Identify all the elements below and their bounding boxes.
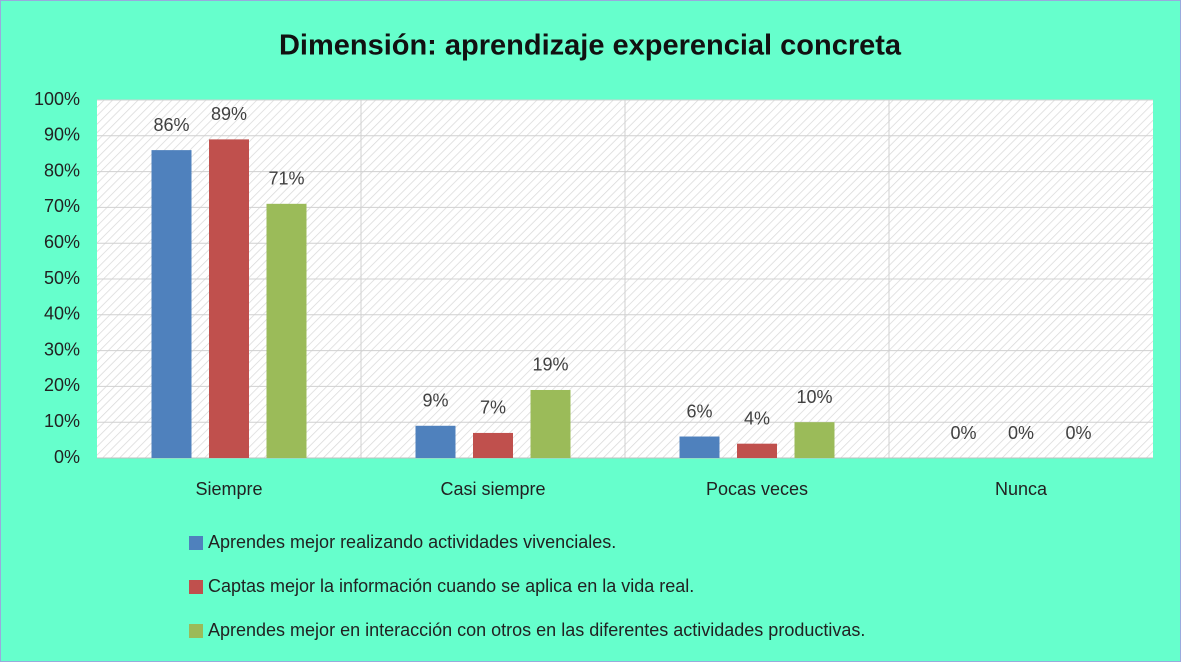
value-label: 10%	[796, 387, 832, 407]
value-label: 7%	[480, 398, 506, 418]
y-tick-label: 10%	[44, 411, 80, 431]
value-label: 71%	[268, 169, 304, 189]
value-label: 0%	[1065, 423, 1091, 443]
chart-title: Dimensión: aprendizaje experencial concr…	[279, 30, 902, 62]
y-tick-label: 20%	[44, 375, 80, 395]
value-label: 89%	[211, 104, 247, 124]
y-tick-label: 40%	[44, 304, 80, 324]
y-tick-label: 0%	[54, 447, 80, 467]
y-tick-label: 100%	[34, 89, 80, 109]
y-tick-label: 80%	[44, 160, 80, 180]
bar	[266, 203, 307, 458]
bar	[530, 389, 571, 458]
bar	[794, 422, 835, 458]
x-tick-label: Nunca	[995, 479, 1048, 499]
value-label: 0%	[950, 423, 976, 443]
bar	[209, 139, 249, 458]
value-label: 4%	[744, 408, 770, 428]
legend-swatch	[189, 536, 203, 550]
x-tick-label: Casi siempre	[440, 479, 545, 499]
bar	[737, 443, 777, 458]
y-tick-label: 30%	[44, 339, 80, 359]
x-tick-label: Pocas veces	[706, 479, 808, 499]
bar	[415, 425, 456, 458]
value-label: 0%	[1008, 423, 1034, 443]
x-tick-label: Siempre	[195, 479, 262, 499]
legend-swatch	[189, 580, 203, 594]
value-label: 19%	[532, 355, 568, 375]
y-tick-label: 70%	[44, 196, 80, 216]
y-tick-label: 60%	[44, 232, 80, 252]
value-label: 6%	[686, 401, 712, 421]
value-label: 86%	[153, 115, 189, 135]
legend-label: Captas mejor la información cuando se ap…	[208, 576, 694, 596]
bar	[679, 436, 720, 458]
legend-swatch	[189, 624, 203, 638]
value-label: 9%	[422, 391, 448, 411]
bar	[151, 150, 192, 458]
legend-label: Aprendes mejor realizando actividades vi…	[208, 532, 616, 552]
bar	[473, 432, 513, 458]
legend-label: Aprendes mejor en interacción con otros …	[208, 620, 865, 640]
y-tick-label: 90%	[44, 125, 80, 145]
y-tick-label: 50%	[44, 268, 80, 288]
